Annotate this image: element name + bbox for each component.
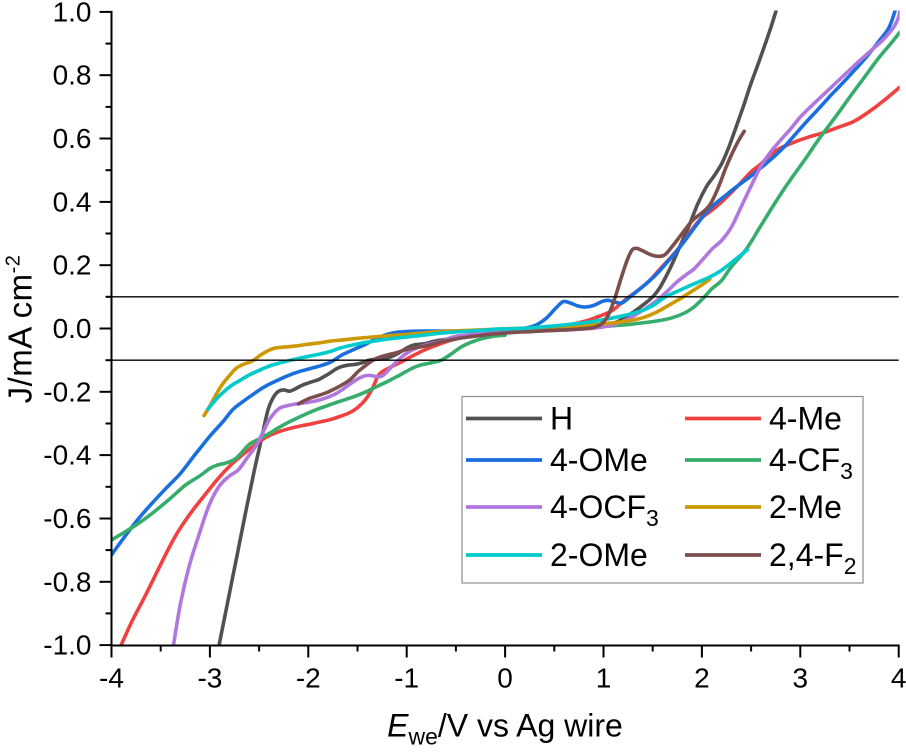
svg-text:Ewe/V vs Ag wire: Ewe/V vs Ag wire	[387, 708, 623, 749]
svg-text:-0.4: -0.4	[43, 440, 91, 471]
svg-text:J/mA cm-2: J/mA cm-2	[2, 255, 39, 404]
svg-text:-3: -3	[197, 663, 222, 694]
svg-text:-1.0: -1.0	[43, 630, 91, 661]
svg-text:2-Me: 2-Me	[769, 489, 842, 525]
svg-text:-0.2: -0.2	[43, 376, 91, 407]
svg-text:3: 3	[793, 663, 809, 694]
svg-text:1.0: 1.0	[53, 0, 92, 27]
svg-text:4-CF3: 4-CF3	[769, 442, 853, 484]
svg-text:-2: -2	[296, 663, 321, 694]
svg-text:0.0: 0.0	[53, 313, 92, 344]
svg-text:-0.6: -0.6	[43, 503, 91, 534]
svg-text:4-OCF3: 4-OCF3	[550, 489, 659, 531]
svg-text:4-OMe: 4-OMe	[550, 442, 648, 478]
svg-text:0.8: 0.8	[53, 60, 92, 91]
svg-text:4-Me: 4-Me	[769, 401, 842, 437]
svg-text:2: 2	[694, 663, 710, 694]
svg-text:2-OMe: 2-OMe	[550, 537, 648, 573]
svg-text:-0.8: -0.8	[43, 566, 91, 597]
svg-text:0: 0	[497, 663, 513, 694]
svg-text:H: H	[550, 401, 573, 437]
svg-text:-1: -1	[394, 663, 419, 694]
svg-text:0.2: 0.2	[53, 250, 92, 281]
svg-text:1: 1	[596, 663, 612, 694]
svg-text:-4: -4	[99, 663, 124, 694]
svg-text:0.4: 0.4	[53, 186, 92, 217]
svg-text:2,4-F2: 2,4-F2	[769, 537, 856, 579]
svg-text:4: 4	[891, 663, 906, 694]
svg-text:0.6: 0.6	[53, 123, 92, 154]
